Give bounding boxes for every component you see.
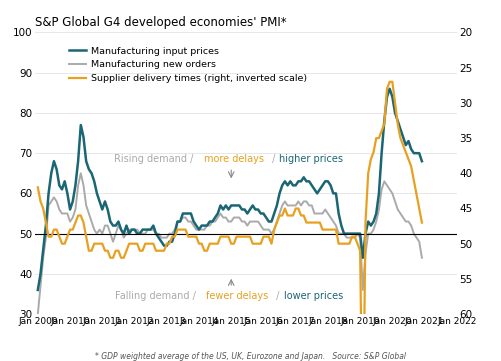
- Text: lower prices: lower prices: [283, 291, 342, 301]
- Text: /: /: [273, 291, 282, 301]
- Legend: Manufacturing input prices, Manufacturing new orders, Supplier delivery times (r: Manufacturing input prices, Manufacturin…: [65, 43, 310, 87]
- Text: S&P Global G4 developed economies' PMI*: S&P Global G4 developed economies' PMI*: [35, 16, 286, 29]
- Text: Falling demand /: Falling demand /: [114, 291, 198, 301]
- Text: /: /: [268, 154, 278, 164]
- Text: * GDP weighted average of the US, UK, Eurozone and Japan.   Source: S&P Global: * GDP weighted average of the US, UK, Eu…: [95, 352, 406, 361]
- Text: fewer delays: fewer delays: [205, 291, 268, 301]
- Text: more delays: more delays: [203, 154, 263, 164]
- Text: higher prices: higher prices: [279, 154, 342, 164]
- Text: Rising demand /: Rising demand /: [114, 154, 196, 164]
